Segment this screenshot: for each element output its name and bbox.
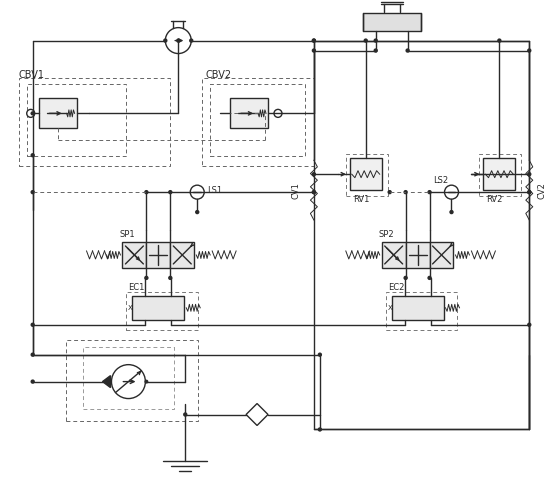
Text: X: X: [128, 305, 133, 311]
Circle shape: [427, 276, 432, 280]
Text: X: X: [387, 305, 392, 311]
Text: LS2: LS2: [434, 175, 449, 185]
Circle shape: [30, 323, 35, 327]
Circle shape: [274, 109, 282, 117]
Circle shape: [30, 111, 35, 116]
Circle shape: [312, 49, 316, 53]
Bar: [346, 154, 388, 196]
Circle shape: [312, 38, 316, 43]
Circle shape: [312, 190, 316, 194]
Circle shape: [427, 190, 432, 194]
Circle shape: [312, 38, 316, 43]
Circle shape: [527, 190, 531, 194]
Bar: [27, 85, 126, 156]
Circle shape: [30, 153, 35, 157]
Circle shape: [403, 190, 408, 194]
Circle shape: [30, 190, 35, 194]
Circle shape: [168, 190, 172, 194]
Circle shape: [317, 352, 322, 357]
Bar: [83, 347, 175, 409]
Circle shape: [449, 210, 454, 214]
Circle shape: [189, 38, 193, 43]
Bar: [429, 242, 454, 268]
Circle shape: [527, 49, 531, 53]
Bar: [65, 340, 198, 421]
Bar: [132, 296, 184, 320]
Bar: [19, 78, 170, 166]
Bar: [406, 242, 429, 268]
Bar: [126, 292, 198, 330]
Circle shape: [183, 412, 187, 417]
Circle shape: [176, 38, 181, 43]
Text: CBV1: CBV1: [19, 70, 45, 81]
Polygon shape: [102, 376, 110, 388]
Bar: [479, 154, 521, 196]
Text: SP2: SP2: [379, 229, 394, 239]
Text: LS1: LS1: [207, 186, 222, 195]
Circle shape: [30, 352, 35, 357]
Circle shape: [527, 172, 531, 176]
Bar: [363, 13, 420, 31]
Text: CV1: CV1: [292, 182, 301, 199]
Bar: [382, 242, 406, 268]
Circle shape: [406, 49, 410, 53]
Circle shape: [497, 38, 501, 43]
Polygon shape: [246, 403, 268, 425]
Circle shape: [403, 276, 408, 280]
Circle shape: [373, 38, 378, 43]
Circle shape: [312, 172, 316, 176]
Bar: [122, 242, 146, 268]
Text: SP1: SP1: [120, 229, 135, 239]
Circle shape: [163, 38, 167, 43]
Bar: [210, 85, 305, 156]
Circle shape: [144, 276, 148, 280]
Circle shape: [373, 49, 378, 53]
Bar: [146, 242, 170, 268]
Circle shape: [317, 427, 322, 432]
Circle shape: [363, 38, 368, 43]
Circle shape: [527, 323, 531, 327]
Bar: [202, 78, 314, 166]
Circle shape: [312, 190, 316, 194]
Bar: [170, 242, 194, 268]
Bar: [392, 296, 444, 320]
Bar: [230, 98, 268, 128]
Circle shape: [27, 109, 35, 117]
Circle shape: [30, 380, 35, 384]
Circle shape: [144, 190, 148, 194]
Text: CV2: CV2: [537, 182, 546, 199]
Text: RV2: RV2: [486, 194, 503, 204]
Circle shape: [527, 190, 531, 194]
Text: CBV2: CBV2: [205, 70, 232, 81]
Circle shape: [28, 111, 33, 116]
Bar: [386, 292, 458, 330]
Circle shape: [387, 190, 392, 194]
Circle shape: [168, 276, 172, 280]
Text: EC1: EC1: [129, 283, 145, 293]
Text: RV1: RV1: [353, 194, 369, 204]
Bar: [350, 158, 382, 190]
Bar: [484, 158, 515, 190]
Circle shape: [195, 210, 199, 214]
Text: EC2: EC2: [388, 283, 404, 293]
Circle shape: [145, 380, 148, 383]
Bar: [39, 98, 76, 128]
